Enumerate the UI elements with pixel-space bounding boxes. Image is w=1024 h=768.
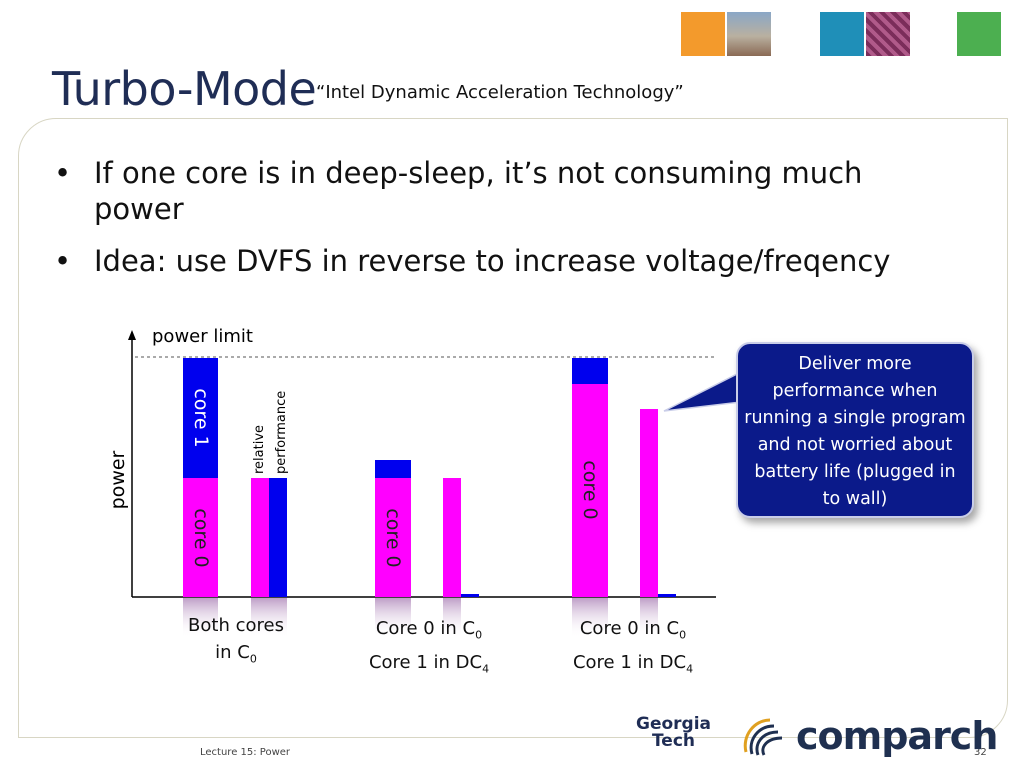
bar-core0-performance bbox=[443, 478, 461, 597]
comparch-logo: comparch bbox=[796, 714, 998, 758]
slide-subtitle: “Intel Dynamic Acceleration Technology” bbox=[316, 82, 684, 103]
georgia-tech-logo: Georgia Tech bbox=[636, 716, 711, 750]
bullet-text: Idea: use DVFS in reverse to increase vo… bbox=[94, 244, 891, 278]
bullet-item: • Idea: use DVFS in reverse to increase v… bbox=[52, 243, 932, 279]
bullet-text: If one core is in deep-sleep, it’s not c… bbox=[94, 156, 863, 226]
group-label-line: Core 0 in C0 bbox=[579, 618, 687, 642]
group-label-core1-dc4: Core 0 in C0 Core 1 in DC4 bbox=[354, 615, 504, 682]
bar-label-core0: core 0 bbox=[190, 508, 212, 567]
bullet-list: • If one core is in deep-sleep, it’s not … bbox=[52, 155, 932, 295]
bar-label-core0: core 0 bbox=[382, 508, 404, 567]
bar-label-core0: core 0 bbox=[579, 460, 601, 519]
bar-reflection bbox=[183, 598, 218, 638]
group-label-line: Both cores bbox=[188, 615, 284, 636]
bar-core0-power bbox=[183, 478, 218, 597]
bar-core1-performance bbox=[658, 594, 676, 597]
bar-reflection bbox=[640, 598, 658, 638]
bullet-item: • If one core is in deep-sleep, it’s not … bbox=[52, 155, 932, 227]
thumbnail-green bbox=[957, 12, 1001, 56]
thumbnail-orange bbox=[681, 12, 725, 56]
bullet-dot: • bbox=[54, 244, 72, 278]
bar-core0-performance bbox=[640, 409, 658, 597]
group-label-both-c0: Both cores in C0 bbox=[176, 612, 296, 673]
bullet-dot: • bbox=[54, 156, 72, 190]
y-axis-arrow bbox=[128, 330, 136, 340]
callout-box: Deliver more performance when running a … bbox=[736, 342, 974, 518]
bar-core1-performance bbox=[461, 594, 479, 597]
gt-logo-line1: Georgia bbox=[636, 714, 712, 734]
bar-reflection bbox=[251, 598, 287, 638]
bar-reflection bbox=[375, 598, 411, 638]
callout-pointer bbox=[663, 370, 742, 412]
thumbnail-teal bbox=[820, 12, 864, 56]
power-limit-label: power limit bbox=[152, 326, 253, 347]
group-label-line: Core 1 in DC4 bbox=[368, 651, 490, 676]
slide-title: Turbo-Mode bbox=[52, 62, 317, 116]
bar-core0-power bbox=[572, 384, 608, 597]
bar-core1-power bbox=[572, 358, 608, 384]
gt-logo-line2: Tech bbox=[651, 731, 696, 751]
bar-core0-power bbox=[375, 478, 411, 597]
group-label-line: in C0 bbox=[215, 642, 257, 666]
comparch-swirl-icon bbox=[743, 718, 783, 756]
bar-core1-performance bbox=[269, 478, 287, 597]
y-axis-label: power bbox=[107, 450, 129, 509]
thumbnail-chip-photo bbox=[866, 12, 910, 56]
bar-core1-power bbox=[183, 358, 218, 478]
footer-lecture: Lecture 15: Power bbox=[200, 747, 291, 758]
performance-label: performance bbox=[274, 391, 289, 474]
page-number: 32 bbox=[974, 747, 987, 758]
bar-reflection bbox=[443, 598, 461, 638]
bar-core1-power bbox=[375, 460, 411, 478]
group-label-line: Core 1 in DC4 bbox=[572, 651, 694, 676]
bar-reflection bbox=[572, 598, 608, 638]
bar-label-core1: core 1 bbox=[190, 388, 212, 447]
group-label-core1-dc4-turbo: Core 0 in C0 Core 1 in DC4 bbox=[558, 615, 708, 682]
group-label-line: Core 0 in C0 bbox=[375, 618, 483, 642]
bar-core0-performance bbox=[251, 478, 269, 597]
relative-label: relative bbox=[252, 425, 267, 474]
content-frame bbox=[18, 118, 1008, 738]
thumbnail-campus-photo bbox=[727, 12, 771, 56]
